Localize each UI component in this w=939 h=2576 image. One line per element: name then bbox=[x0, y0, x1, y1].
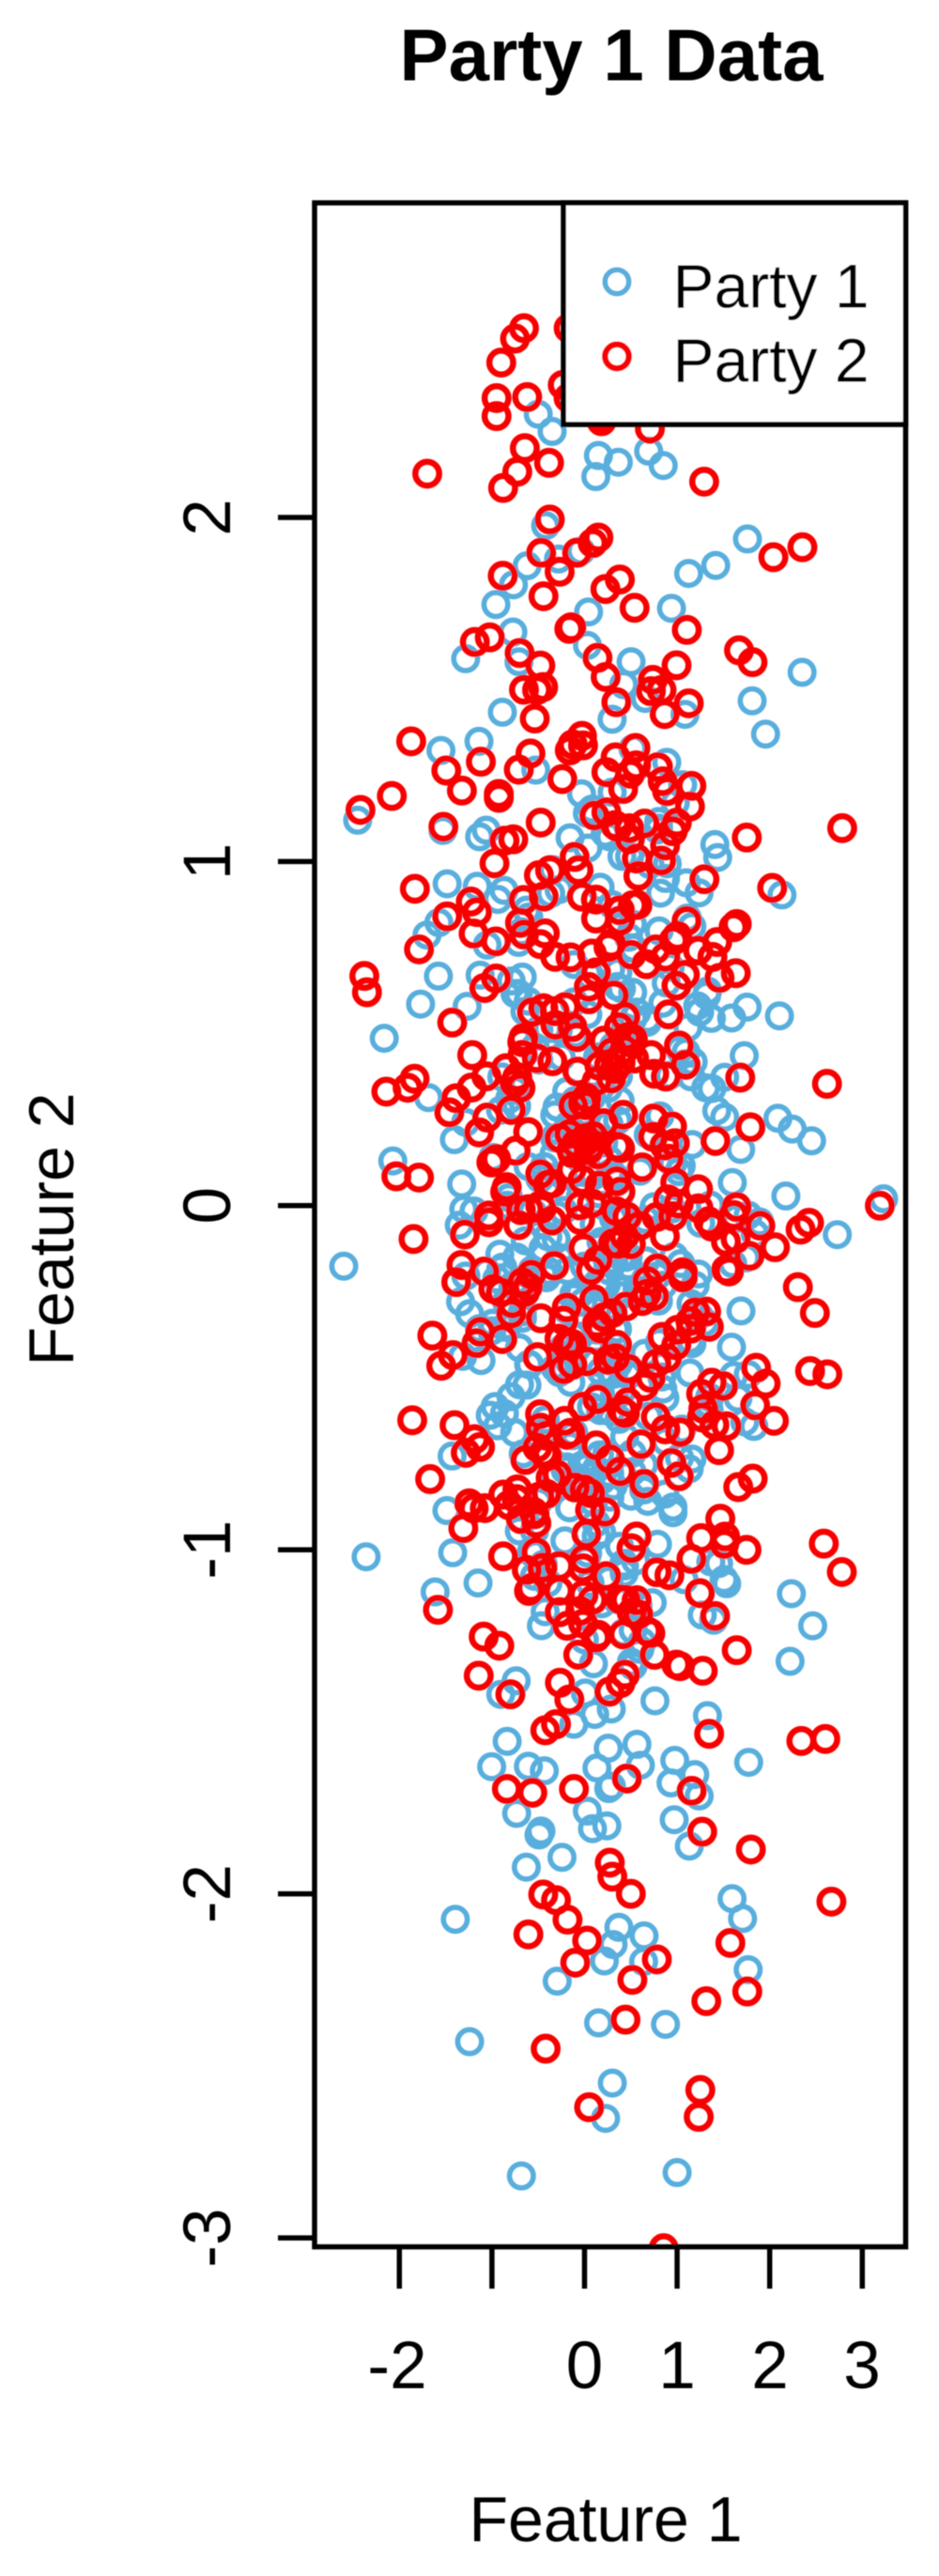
svg-text:Party 1 Data: Party 1 Data bbox=[400, 14, 824, 97]
svg-text:1: 1 bbox=[171, 843, 245, 881]
svg-text:Party 2: Party 2 bbox=[673, 326, 870, 395]
svg-text:2: 2 bbox=[751, 2329, 789, 2403]
svg-text:-1: -1 bbox=[171, 1520, 245, 1580]
svg-text:2: 2 bbox=[171, 499, 245, 536]
svg-text:0: 0 bbox=[171, 1187, 245, 1225]
svg-text:-2: -2 bbox=[367, 2329, 426, 2403]
svg-text:Feature 2: Feature 2 bbox=[16, 1092, 87, 1365]
svg-text:Party 1: Party 1 bbox=[673, 252, 870, 321]
svg-text:-3: -3 bbox=[171, 2208, 245, 2267]
svg-text:-2: -2 bbox=[171, 1864, 245, 1923]
svg-text:Feature 1: Feature 1 bbox=[469, 2484, 742, 2555]
svg-text:1: 1 bbox=[658, 2329, 696, 2403]
svg-text:3: 3 bbox=[843, 2329, 881, 2403]
svg-text:0: 0 bbox=[566, 2329, 604, 2403]
